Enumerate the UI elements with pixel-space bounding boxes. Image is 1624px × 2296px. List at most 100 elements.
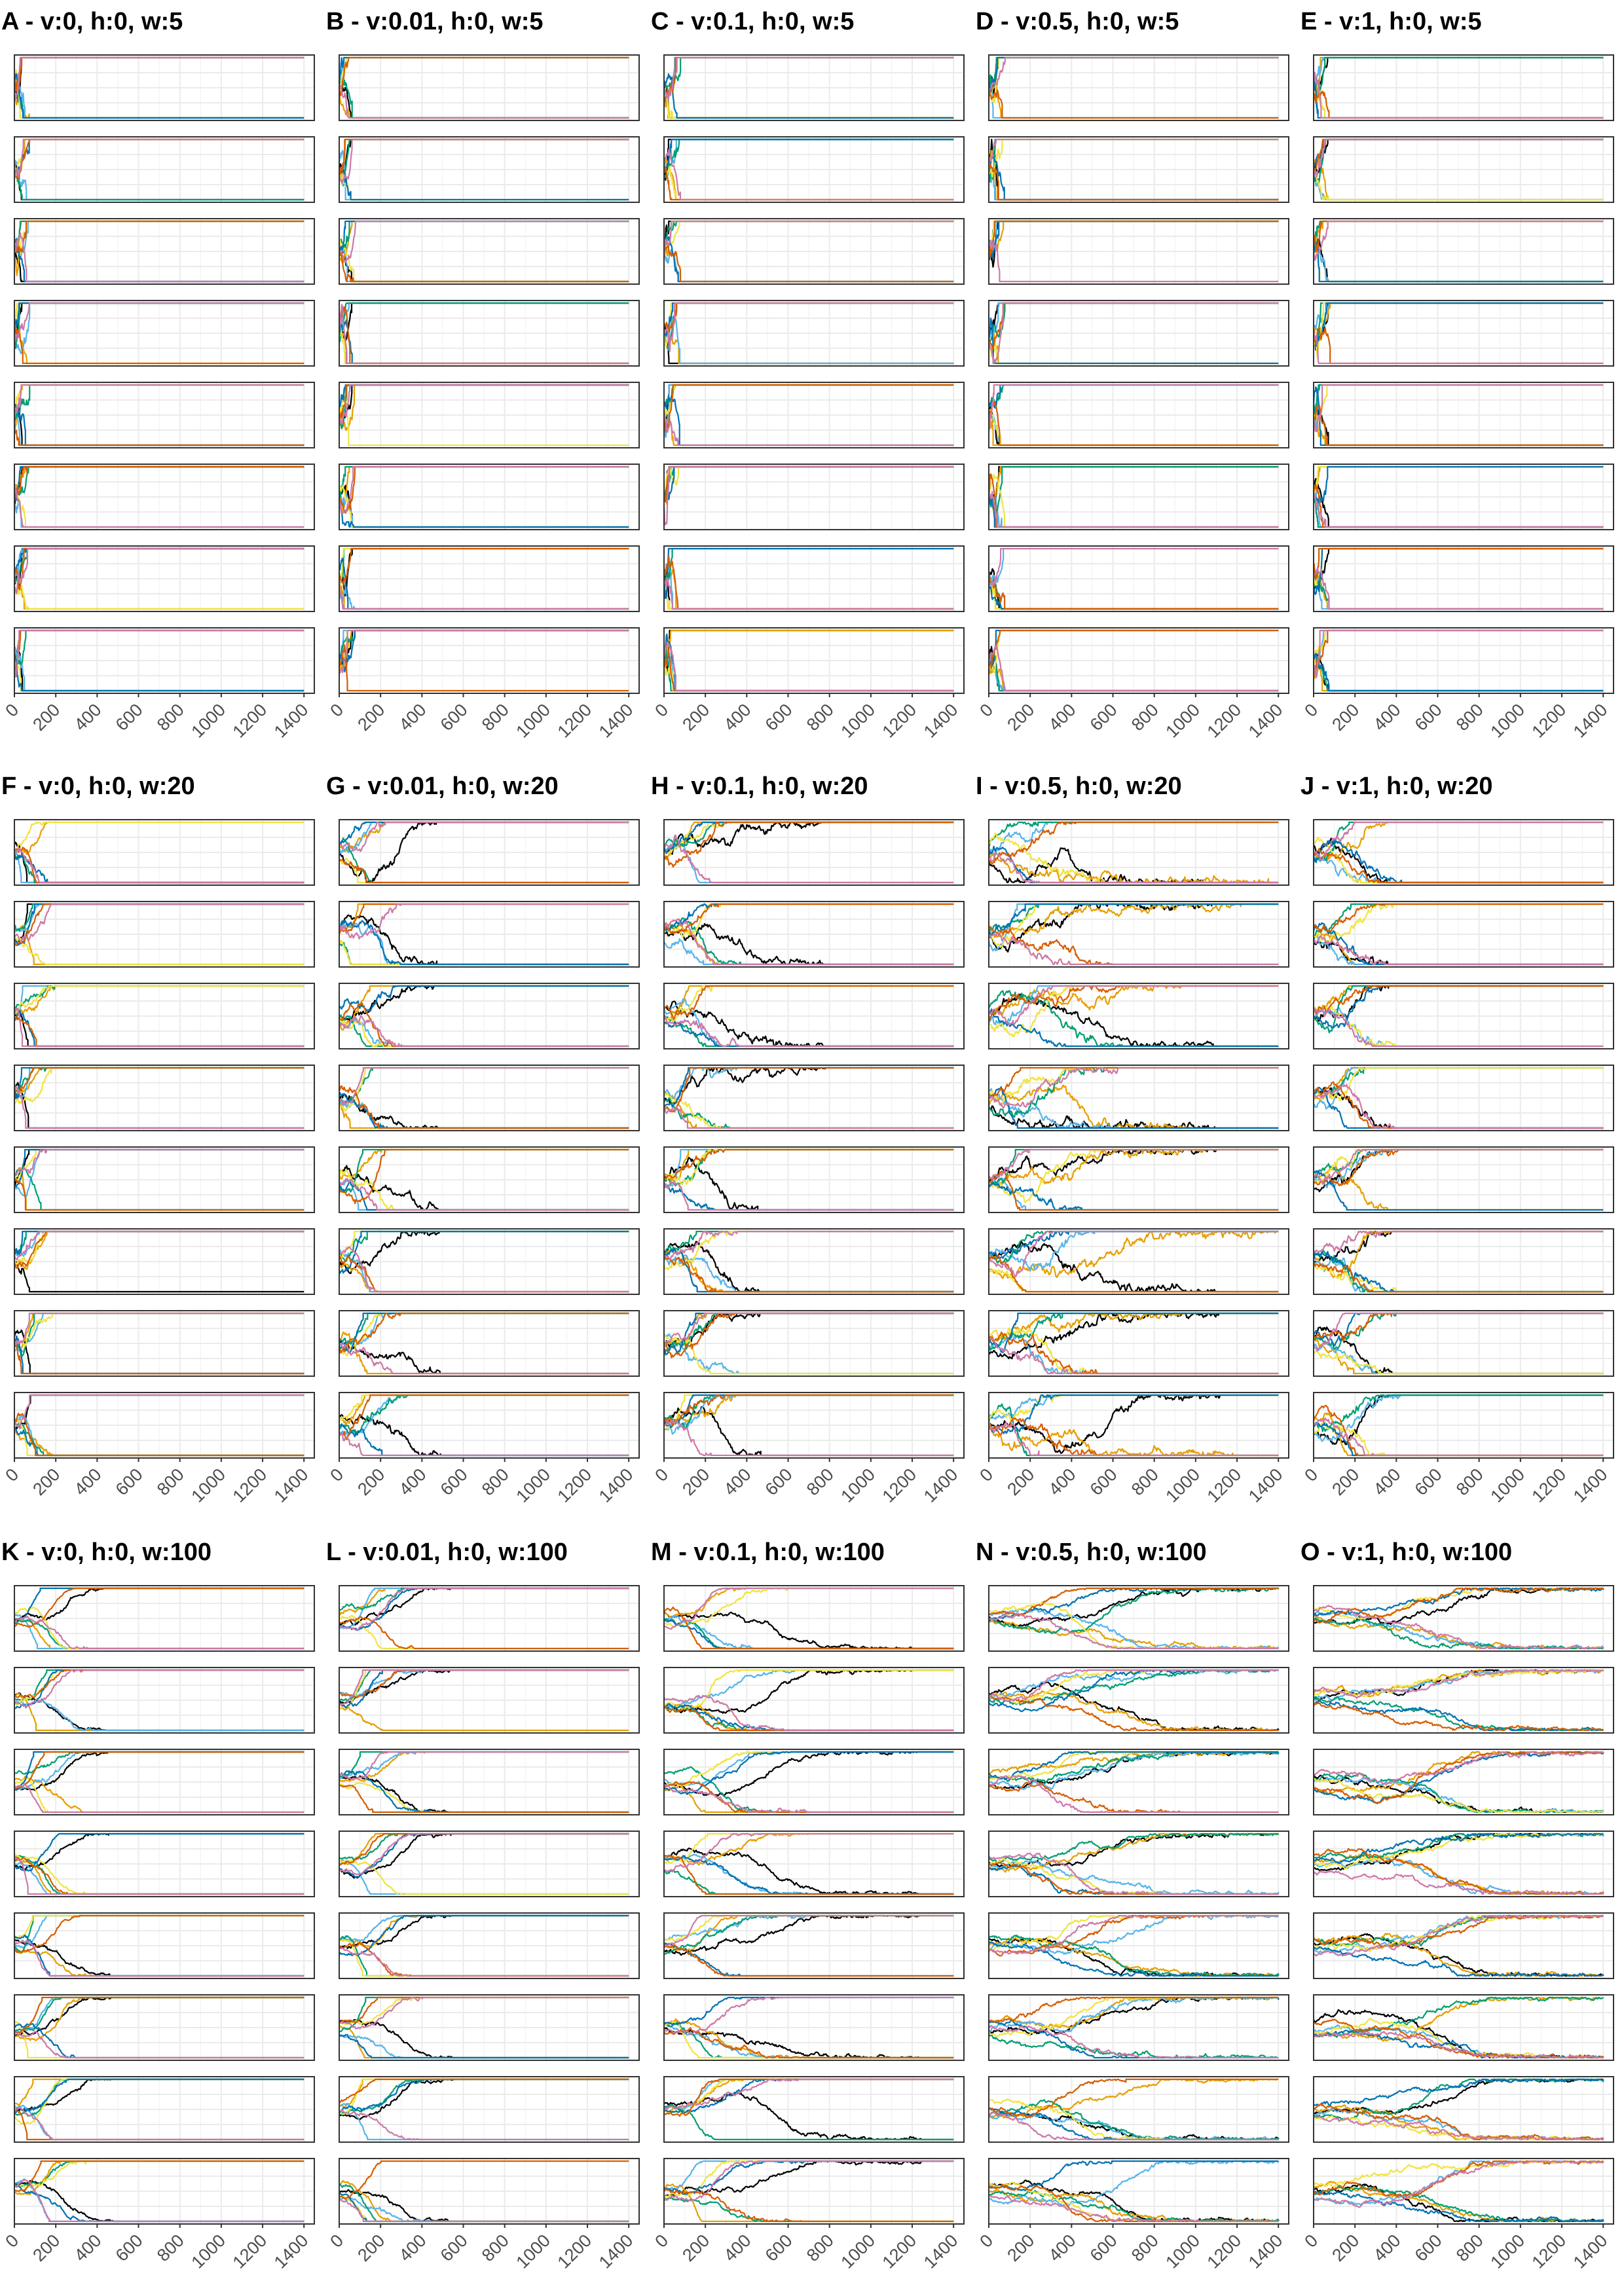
series-line [663,1181,954,1211]
x-tick-label: 0 [651,1465,672,1485]
series-line [338,304,629,365]
x-tick-label: 200 [678,700,713,735]
series-line [14,1996,304,2041]
facet [1312,1146,1614,1213]
series-line [663,1996,954,2026]
series-line [1313,2115,1604,2141]
facet [338,1146,640,1213]
series-line [339,220,629,263]
facet-frame [1313,1065,1614,1131]
x-tick-label: 600 [762,2231,796,2265]
series-line [338,629,629,674]
x-tick-label: 800 [1128,2231,1162,2265]
facet [988,1310,1289,1377]
panel-k: K - v:0, h:0, w:100 0 200 400 600 800 1000 1200… [1,1539,315,2272]
facet [13,901,315,968]
series-line [339,169,629,201]
x-tick-label: 400 [1370,1465,1405,1499]
facet [1313,1585,1614,1652]
facet [1312,901,1614,968]
x-tick-label: 1400 [920,700,962,742]
facet [1313,2076,1614,2143]
series-line [663,1106,954,1129]
facet-frame [14,545,315,612]
facet [987,1228,1289,1295]
series-line [339,138,629,184]
series-line [987,473,1279,528]
series-line [338,319,629,365]
series-line [663,220,954,259]
facet [13,300,315,367]
x-tick-label: 1000 [187,2231,229,2272]
series-line [14,1914,304,1953]
series-line [14,903,304,933]
x-tick-label: 400 [1370,700,1405,735]
x-tick-label: 0 [326,2231,347,2251]
series-line [1312,329,1604,365]
x-tick-label: 200 [678,1465,713,1499]
facet-frame [988,983,1289,1049]
facet-frame [14,1831,315,1897]
facet [663,1146,965,1213]
series-line [339,1587,629,1616]
series-line [663,73,954,119]
facet-frame [339,218,640,285]
facet-frame [14,1585,315,1652]
series-line [988,2078,1279,2119]
facet [338,382,640,448]
series-line [664,1914,954,1942]
facet [1312,1310,1614,1377]
series-line [13,1066,304,1099]
series-line [14,1996,304,2033]
series-line [338,138,629,175]
series-line [663,302,954,352]
series-line [663,821,954,868]
series-line [987,88,1279,119]
series-line [1312,629,1604,678]
panel-title-e: E - v:1, h:0, w:5 [1301,8,1482,35]
series-line [988,1832,1280,1864]
series-line [663,821,954,854]
series-line [988,1335,1279,1375]
facet-frame [339,1994,640,2061]
series-line [988,220,1279,259]
facet [663,1392,965,1459]
facet-frame [339,901,640,968]
facet [988,1994,1289,2061]
series-line [14,1085,304,1129]
x-tick-label: 600 [437,1465,471,1499]
series-line [663,2026,954,2059]
facet-frame [988,1228,1289,1295]
x-tick-label: 0 [976,2231,997,2251]
series-line [13,421,304,446]
series-line [663,917,954,966]
x-tick-label: 1000 [1486,1465,1528,1506]
series-line [339,384,629,425]
x-tick-label: 1400 [270,1465,312,1506]
x-tick-label: 800 [1452,700,1487,735]
facet [988,1667,1289,1734]
x-tick-label: 800 [803,700,838,735]
series-line [14,1914,304,1948]
series-line [988,985,1279,1026]
series-line [988,1337,1279,1375]
series-line [663,1781,954,1813]
facet-frame [663,1228,965,1295]
facet [338,1392,640,1459]
series-line [1313,1087,1604,1129]
series-line [988,1751,1280,1783]
series-line [339,1669,629,1709]
series-line [1313,1605,1604,1650]
series-line [1313,1587,1604,1616]
facet [338,54,640,121]
facet-frame [339,1310,640,1377]
series-line [338,249,629,283]
series-line [1313,2018,1604,2059]
facet-frame [988,1065,1289,1131]
facet [339,1585,640,1652]
series-line [1313,1165,1604,1211]
series-line [14,2078,304,2114]
facet-frame [663,1146,965,1213]
x-tick-label: 200 [29,700,64,735]
series-line [1312,629,1604,670]
